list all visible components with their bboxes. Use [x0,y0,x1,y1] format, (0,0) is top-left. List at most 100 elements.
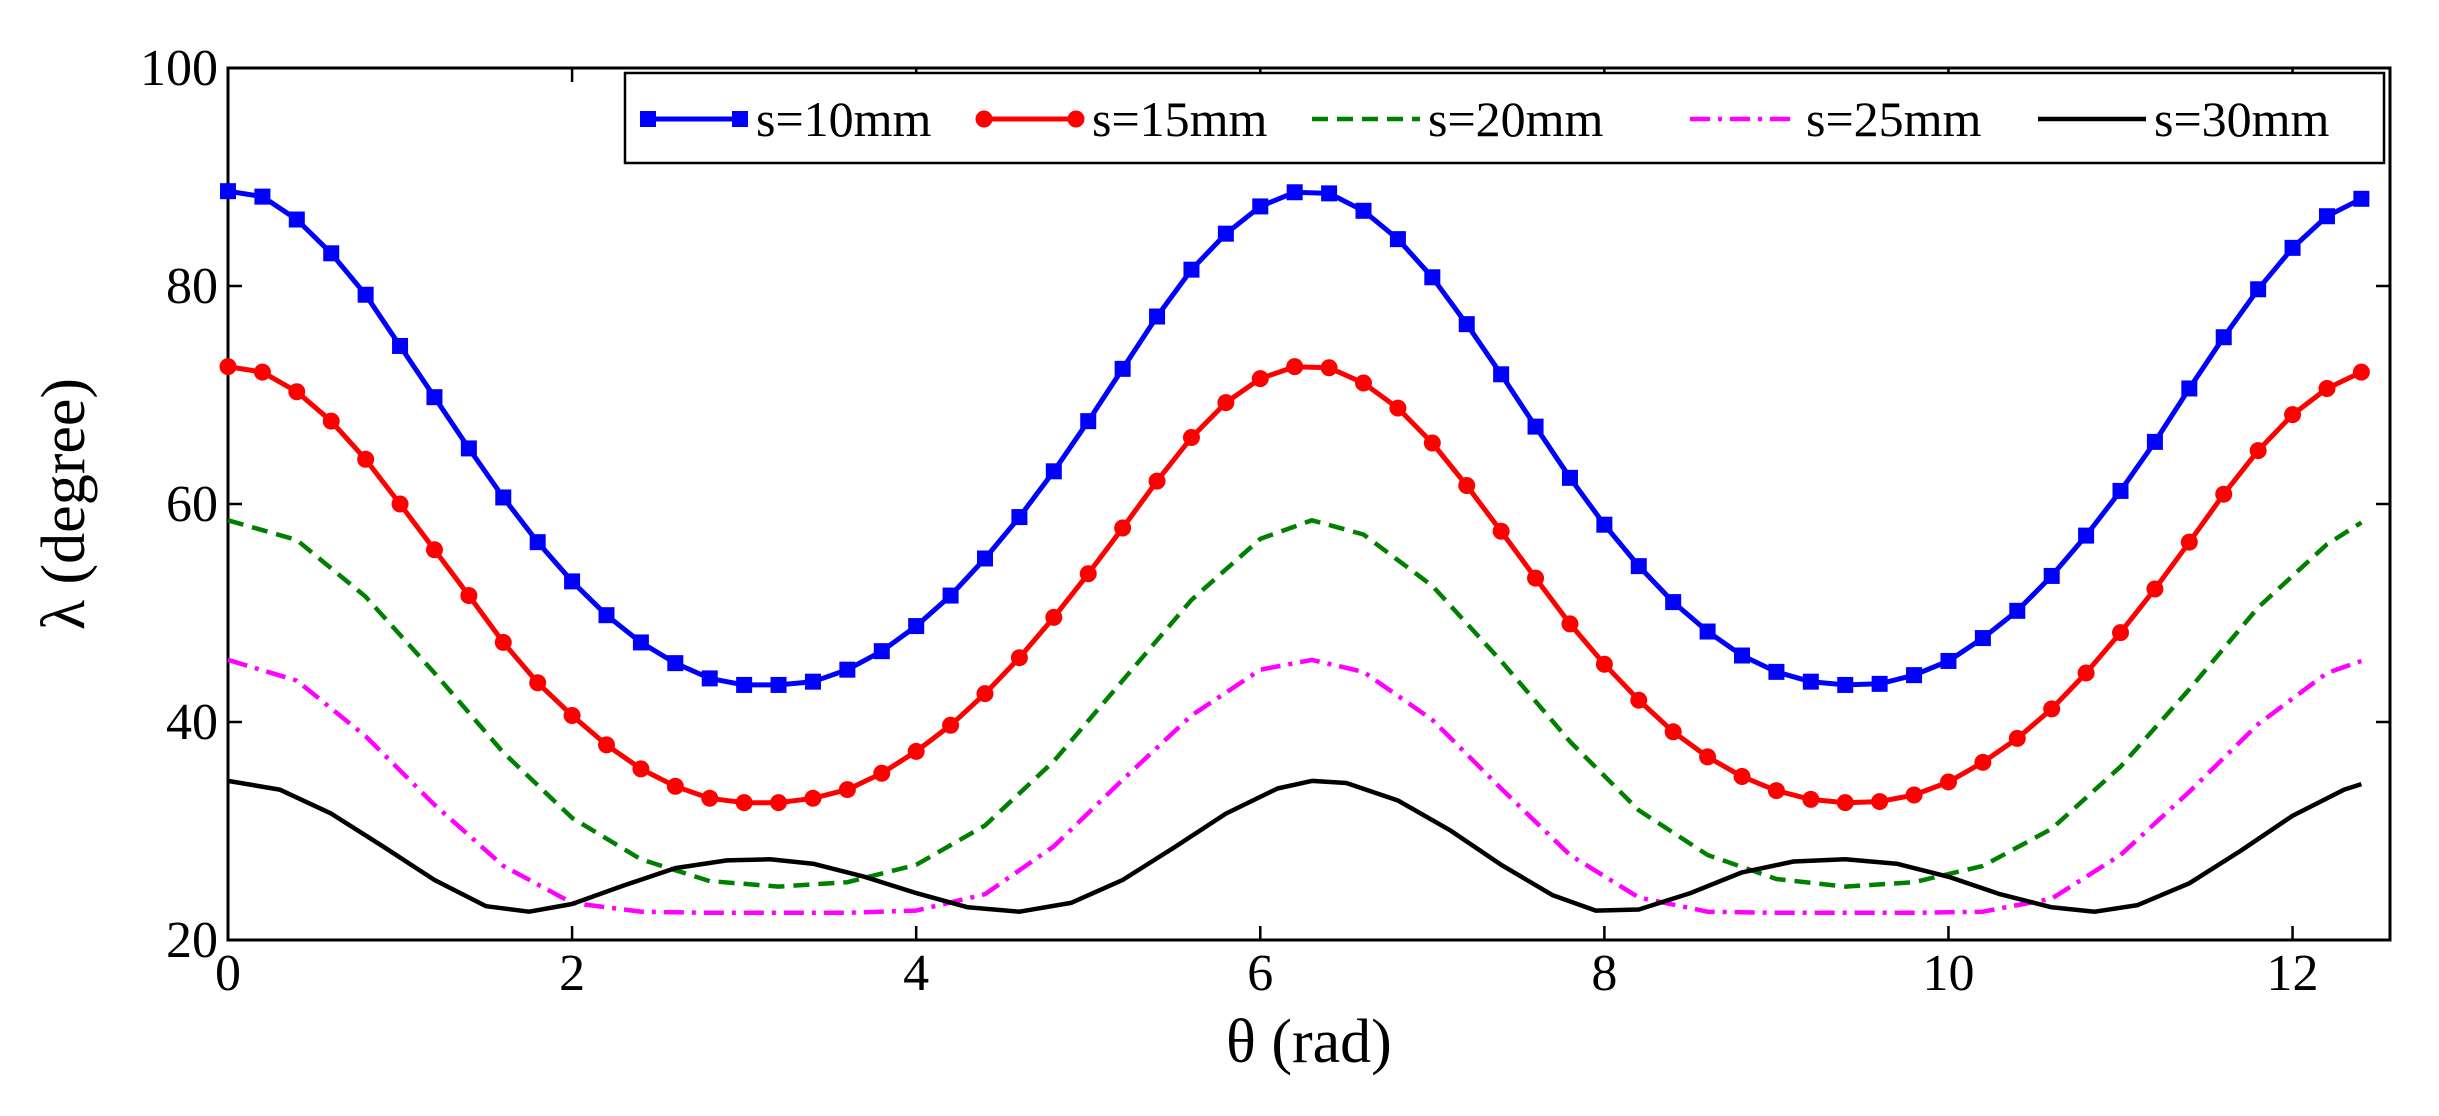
data-point [1286,184,1303,201]
data-point [1939,773,1957,791]
data-point [1493,366,1510,383]
x-axis-title: θ (rad) [1226,1008,1392,1076]
legend-item: s=25mm [1690,91,1982,147]
data-point [1389,231,1406,248]
data-point [598,736,616,754]
data-point [1561,469,1578,486]
data-point [2180,533,2198,551]
x-tick-label: 6 [1247,945,1273,1002]
data-point [1836,794,1854,812]
series-line [227,518,2363,889]
series-s=30mm [227,778,2363,914]
data-point [838,781,856,799]
data-point [1182,429,1200,447]
data-point [2215,485,2233,503]
legend: s=10mm s=15mm s=20mm s=25mm s=30mm [623,71,2386,165]
data-point [1596,516,1613,533]
y-tick-label: 20 [166,912,218,969]
data-point [1871,675,1888,692]
data-point [1217,225,1234,242]
data-point [2112,482,2129,499]
x-tick-label: 0 [215,945,241,1002]
data-point [735,794,753,812]
series-line [227,778,2363,914]
data-point [288,383,306,401]
data-point [1010,649,1028,667]
data-point [736,676,753,693]
data-point [2146,580,2164,598]
data-point [1114,360,1131,377]
legend-item: s=10mm [640,91,932,147]
data-point [2318,208,2335,225]
series-line [227,188,2363,688]
legend-label: s=30mm [2154,91,2330,147]
legend-marker [975,110,993,128]
data-point [1252,198,1269,215]
data-point [1630,691,1648,709]
y-tick-label: 80 [166,258,218,315]
data-point [1802,673,1819,690]
data-point [2215,329,2232,346]
data-point [2352,363,2370,381]
y-tick-label: 60 [166,476,218,533]
data-point [1423,434,1441,452]
data-point [1424,269,1441,286]
data-point [1734,647,1751,664]
data-point [1011,509,1028,526]
data-point [529,674,547,692]
data-point [1905,786,1923,804]
legend-item: s=30mm [2038,91,2330,147]
data-point [1045,608,1063,626]
legend-marker [732,111,748,127]
data-point [288,211,305,228]
data-point [1664,723,1682,741]
data-point [1079,565,1097,583]
data-point [495,489,512,506]
data-point [873,764,891,782]
data-point [667,655,684,672]
x-tick-label: 12 [2267,945,2319,1002]
data-point [1114,519,1132,537]
data-point [1148,472,1166,490]
data-point [701,670,718,687]
x-tick-label: 2 [559,945,585,1002]
data-point [942,587,959,604]
data-point [1458,476,1476,494]
axis-tick-labels: 0 2 4 6 8 10 12 20 40 60 80 100 [140,40,2319,1002]
data-point [1767,782,1785,800]
data-point [1974,630,1991,647]
data-point [632,634,649,651]
data-point [1871,793,1889,811]
data-point [2181,380,2198,397]
data-point [1906,667,1923,684]
data-point [563,706,581,724]
series-s=15mm [219,358,2370,812]
data-point [873,643,890,660]
data-point [254,188,271,205]
data-point [392,337,409,354]
data-point [1183,261,1200,278]
data-point [1561,615,1579,633]
data-point [1286,358,1304,376]
data-point [323,245,340,262]
data-point [2078,527,2095,544]
data-point [977,550,994,567]
data-point [1355,374,1373,392]
plot-frame [226,66,2392,942]
data-point [1665,594,1682,611]
data-point [1768,663,1785,680]
data-point [322,412,340,430]
data-point [1080,413,1097,430]
data-point [2043,700,2061,718]
data-point [2284,239,2301,256]
data-point [1630,558,1647,575]
legend-label: s=20mm [1428,91,1604,147]
data-point [1527,569,1545,587]
data-point [426,389,443,406]
y-axis-title: λ (degree) [30,378,98,630]
data-point [1149,308,1166,325]
data-point [632,760,650,778]
data-point [2008,729,2026,747]
